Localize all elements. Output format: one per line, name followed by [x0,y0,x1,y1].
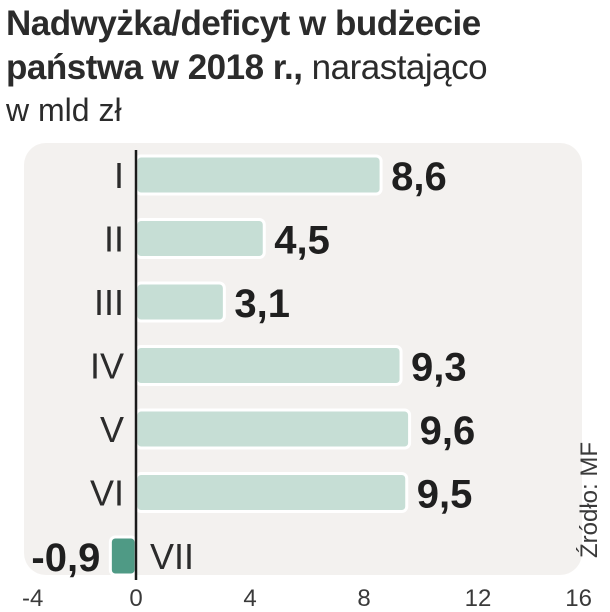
x-tick-4: 4 [243,585,256,612]
x-tick-0: 0 [129,585,142,612]
value-label-I: 8,6 [391,155,447,199]
category-label-V: V [100,409,124,450]
source-label: Źródło: MF [576,441,603,559]
chart-title: Nadwyżka/deficyt w budżecie państwa w 20… [6,2,596,130]
value-label-II: 4,5 [274,219,330,263]
chart-subtitle: w mld zł [6,92,122,128]
value-label-IV: 9,3 [411,346,467,390]
bar-III [134,281,226,323]
bar-VII [108,535,138,577]
category-label-III: III [94,282,124,323]
category-label-VII: VII [150,536,194,577]
value-label-VI: 9,5 [417,473,473,517]
category-label-I: I [114,155,124,196]
x-tick--4: -4 [22,585,43,612]
bar-I [134,154,383,196]
value-label-V: 9,6 [420,409,476,453]
bar-V [134,408,412,450]
category-label-II: II [104,219,124,260]
x-tick-8: 8 [357,585,370,612]
bar-II [134,218,266,259]
x-tick-16: 16 [565,585,592,612]
bars-group: I 8,6 II 4,5 III 3,1 IV 9,3 V 9,6 VI 9,5 VII -0,9 [31,154,476,580]
title-line-1: Nadwyżka/deficyt w budżecie [6,4,481,43]
category-label-IV: IV [90,346,124,387]
bar-VI [134,472,409,513]
x-tick-12: 12 [465,585,492,612]
title-bold-part: państwa w 2018 r., [6,48,303,87]
title-line-2: państwa w 2018 r., narastająco [6,46,596,90]
bar-IV [134,345,403,386]
value-label-VII: -0,9 [31,536,100,580]
category-label-VI: VI [90,473,124,514]
title-light-part: narastająco [302,48,488,87]
value-label-III: 3,1 [234,282,290,326]
x-axis-ticks: -4 0 4 8 12 16 [22,585,592,612]
